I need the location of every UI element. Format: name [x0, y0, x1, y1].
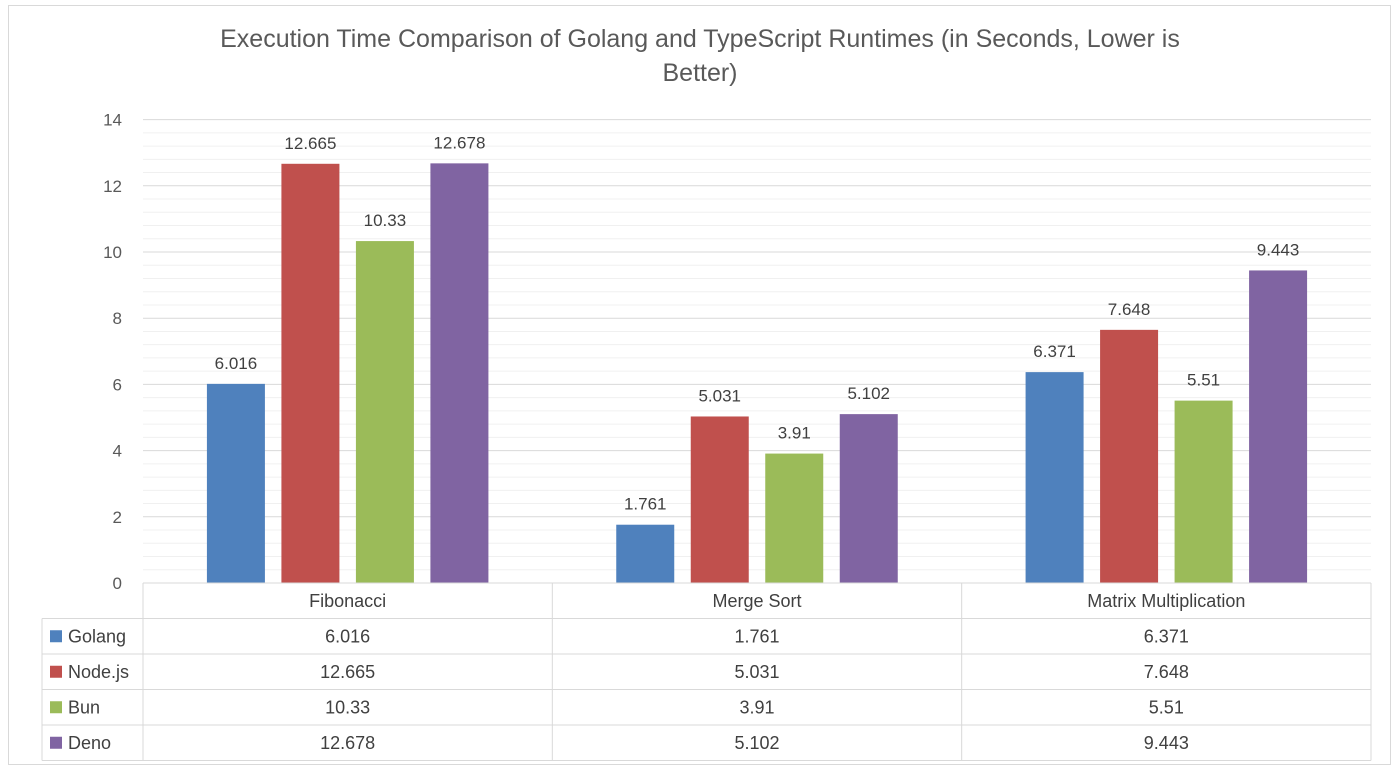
bar-value-label: 5.031: [698, 386, 741, 405]
bar: [1249, 270, 1308, 583]
bar: [355, 241, 414, 583]
category-label: Matrix Multiplication: [1087, 591, 1245, 611]
bar: [839, 414, 898, 583]
y-tick-label: 10: [103, 243, 122, 262]
bar-value-label: 7.648: [1108, 300, 1151, 319]
bar-value-label: 3.91: [778, 424, 811, 443]
legend-key: [50, 665, 62, 678]
table-cell-value: 5.031: [734, 662, 779, 682]
y-tick-label: 0: [113, 574, 122, 593]
bar-value-label: 1.761: [624, 495, 667, 514]
table-cell-value: 9.443: [1144, 733, 1189, 753]
bar: [430, 163, 489, 583]
y-tick-label: 6: [113, 375, 122, 394]
chart-title: Execution Time Comparison of Golang and …: [220, 25, 1180, 87]
bar: [206, 383, 265, 583]
table-cell-value: 6.371: [1144, 626, 1189, 646]
y-tick-label: 14: [103, 111, 122, 130]
legend-series-name: Deno: [68, 733, 111, 753]
chart-frame: [8, 5, 1391, 765]
table-cell-value: 12.665: [320, 662, 375, 682]
bar: [281, 163, 340, 583]
table-cell-value: 10.33: [325, 697, 370, 717]
legend-key: [50, 630, 62, 643]
bar-value-label: 12.665: [284, 134, 336, 153]
legend-key: [50, 736, 62, 749]
table-cell-value: 12.678: [320, 733, 375, 753]
table-cell-value: 5.51: [1149, 697, 1184, 717]
table-cell-value: 1.761: [734, 626, 779, 646]
bar: [1100, 329, 1159, 583]
bar-value-label: 6.371: [1033, 342, 1076, 361]
table-cell-value: 3.91: [739, 697, 774, 717]
chart-title-container: Execution Time Comparison of Golang and …: [0, 22, 1400, 90]
y-tick-label: 8: [113, 309, 122, 328]
bar-value-label: 5.51: [1187, 371, 1220, 390]
y-tick-label: 12: [103, 177, 122, 196]
bar: [1174, 400, 1233, 583]
legend-series-name: Golang: [68, 626, 126, 646]
bar-value-label: 5.102: [847, 384, 890, 403]
legend-series-name: Node.js: [68, 662, 129, 682]
bar: [765, 453, 824, 583]
category-label: Merge Sort: [712, 591, 801, 611]
bar: [690, 416, 749, 583]
bar-value-label: 6.016: [215, 354, 258, 373]
bar-value-label: 12.678: [433, 133, 485, 152]
legend-series-name: Bun: [68, 697, 100, 717]
bar-value-label: 10.33: [364, 211, 407, 230]
legend-key: [50, 701, 62, 714]
y-tick-label: 2: [113, 508, 122, 527]
y-tick-label: 4: [113, 442, 122, 461]
table-cell-value: 6.016: [325, 626, 370, 646]
table-cell-value: 5.102: [734, 733, 779, 753]
bar-value-label: 9.443: [1257, 240, 1300, 259]
bar: [1025, 372, 1084, 583]
bar: [616, 524, 675, 583]
category-label: Fibonacci: [309, 591, 386, 611]
table-cell-value: 7.648: [1144, 662, 1189, 682]
